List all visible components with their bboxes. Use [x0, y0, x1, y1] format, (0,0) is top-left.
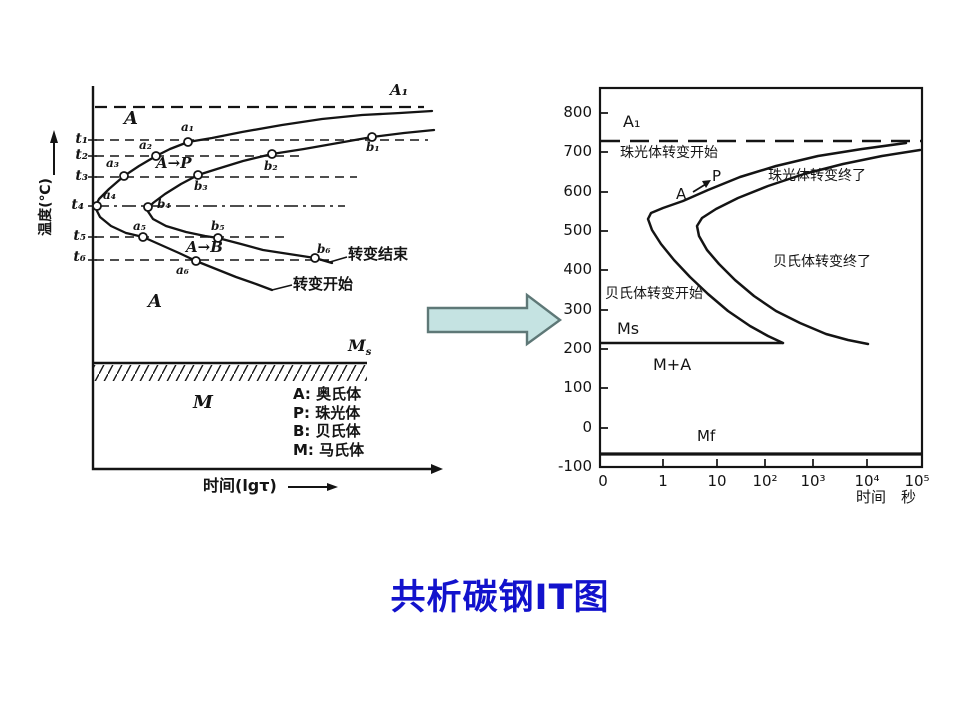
left-tick-t5: t₅	[73, 228, 86, 244]
left-region-austenite-mid: A	[148, 291, 162, 312]
left-transformation-finish-curve	[145, 128, 436, 265]
right-xtick-100: 10²	[752, 472, 778, 490]
left-point-a5: a₅	[133, 219, 147, 233]
left-xlabel-arrowhead	[327, 483, 338, 491]
right-xtick-0: 0	[598, 472, 608, 490]
data-point-marker	[151, 151, 161, 161]
left-label-a-to-b: A→B	[186, 238, 223, 256]
left-start-label-pointer	[271, 284, 293, 291]
right-ytick-200: 200	[563, 339, 592, 357]
left-tick-t6: t₆	[73, 249, 86, 265]
left-ylabel-arrowhead	[50, 130, 58, 143]
left-b-point-markers	[143, 132, 377, 263]
left-point-a4: a₄	[103, 188, 117, 202]
left-x-axis-label: 时间(lgτ)	[203, 476, 277, 495]
right-ytick-600: 600	[563, 182, 592, 200]
left-ms-label: Ms	[348, 337, 371, 358]
right-plot-box	[598, 86, 924, 469]
left-point-b5: b₅	[211, 219, 225, 233]
right-m-plus-a-label: M+A	[653, 355, 692, 374]
left-point-a3: a₃	[106, 156, 120, 170]
data-point-marker	[213, 233, 223, 243]
left-finish-label-pointer	[329, 256, 348, 263]
right-xtick-1000: 10³	[800, 472, 826, 490]
right-xtick-10: 10	[707, 472, 727, 490]
right-transformation-start-curve	[646, 141, 908, 345]
left-ms-hatching	[93, 365, 367, 381]
right-bainite-finish-label: 贝氏体转变终了	[773, 254, 871, 270]
left-region-austenite-top: A	[124, 108, 138, 129]
right-xtick-1: 1	[658, 472, 668, 490]
right-ms-label: Ms	[617, 319, 640, 338]
left-legend-martensite: M: 马氏体	[293, 441, 365, 459]
right-pearlite-label: P	[712, 167, 722, 185]
right-x-axis-label: 时间 秒	[856, 488, 917, 506]
left-tick-t1: t₁	[75, 131, 88, 147]
data-point-marker	[193, 170, 203, 180]
data-point-marker	[367, 132, 377, 142]
left-region-martensite: M	[193, 392, 213, 413]
right-ytick-500: 500	[563, 221, 592, 239]
left-ms-base: M	[348, 336, 366, 355]
data-point-marker	[267, 149, 277, 159]
slide-title: 共析碳钢IT图	[390, 578, 610, 618]
right-xtick-10000: 10⁴	[854, 472, 880, 490]
left-a1-label: A₁	[390, 81, 409, 99]
right-mf-label: Mf	[697, 427, 716, 445]
left-tick-t2: t₂	[75, 147, 88, 163]
right-pearlite-start-label: 珠光体转变开始	[620, 145, 718, 161]
data-point-marker	[138, 232, 148, 242]
left-legend-bainite: B: 贝氏体	[293, 422, 361, 440]
right-a1-label: A₁	[623, 112, 641, 131]
data-point-marker	[191, 256, 201, 266]
right-a-to-p-arrow-shaft	[692, 183, 707, 193]
right-ytick-neg100: -100	[557, 457, 592, 475]
right-ytick-300: 300	[563, 300, 592, 318]
right-transformation-finish-curve	[695, 148, 922, 346]
right-ytick-0: 0	[582, 418, 592, 436]
left-x-axis-arrowhead	[431, 464, 443, 474]
right-a-to-p-arrowhead	[702, 180, 711, 188]
right-ytick-700: 700	[563, 142, 592, 160]
left-legend-austenite: A: 奥氏体	[293, 385, 362, 403]
right-bainite-start-label: 贝氏体转变开始	[605, 286, 703, 302]
left-curve-finish-label: 转变结束	[348, 245, 409, 263]
right-ytick-800: 800	[563, 103, 592, 121]
left-point-b1: b₁	[366, 140, 380, 154]
right-ytick-400: 400	[563, 260, 592, 278]
left-ms-subscript: s	[365, 347, 372, 358]
left-label-a-to-p: A→P	[156, 154, 192, 172]
left-point-a1: a₁	[181, 120, 195, 134]
left-point-a6: a₆	[176, 263, 190, 277]
left-curve-start-label: 转变开始	[293, 275, 354, 293]
data-point-marker	[92, 201, 102, 211]
right-axis-ticks	[600, 112, 868, 467]
left-point-b4: b₄	[157, 197, 171, 211]
left-a-point-markers	[92, 137, 201, 266]
left-tick-t3: t₃	[75, 168, 88, 184]
left-point-b6: b₆	[317, 242, 331, 256]
data-point-marker	[183, 137, 193, 147]
left-point-b2: b₂	[264, 159, 278, 173]
right-pearlite-finish-label: 珠光体转变终了	[768, 168, 866, 184]
transform-right-arrow	[426, 292, 563, 347]
left-point-a2: a₂	[139, 138, 153, 152]
data-point-marker	[119, 171, 129, 181]
left-tick-t4: t₄	[71, 197, 84, 213]
data-point-marker	[310, 253, 320, 263]
left-legend-pearlite: P: 珠光体	[293, 404, 361, 422]
right-austenite-label: A	[676, 185, 687, 203]
left-y-axis-label: 温度(℃)	[38, 178, 54, 236]
left-point-b3: b₃	[194, 179, 208, 193]
right-xtick-100000: 10⁵	[904, 472, 930, 490]
data-point-marker	[143, 202, 153, 212]
right-ytick-100: 100	[563, 378, 592, 396]
